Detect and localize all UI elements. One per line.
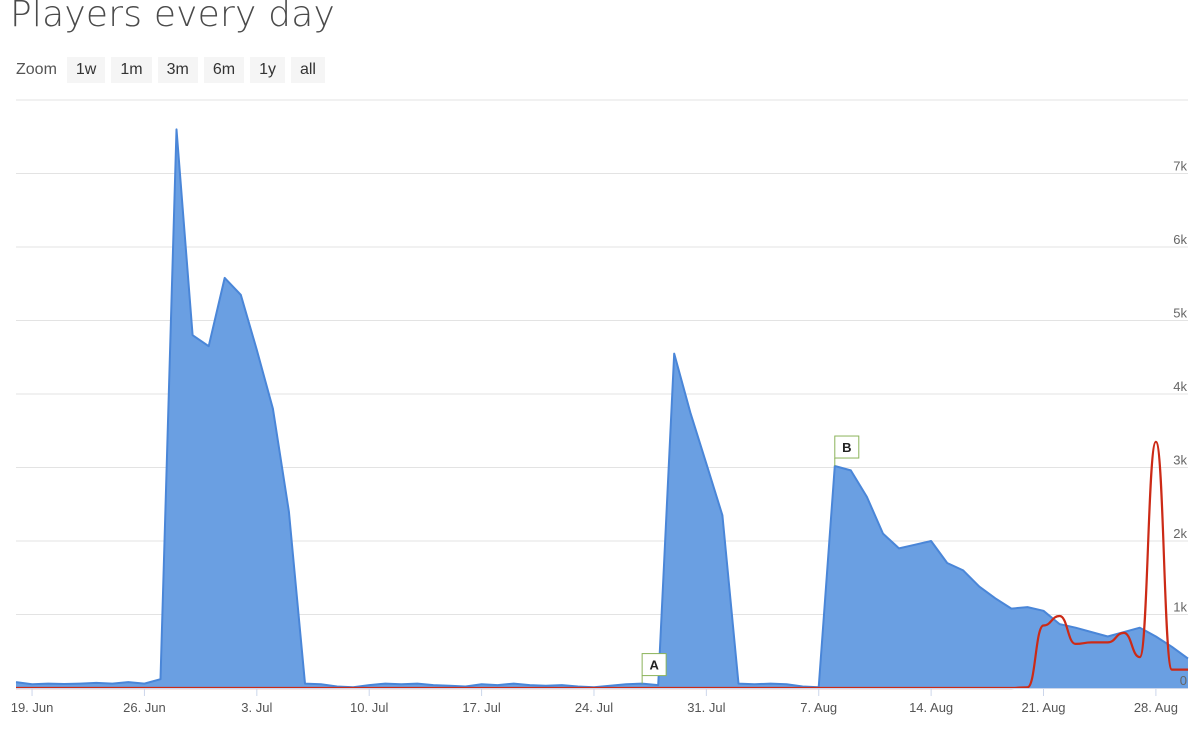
y-tick-label: 5k xyxy=(1173,306,1187,321)
series-area xyxy=(16,129,1188,688)
zoom-3m-button[interactable]: 3m xyxy=(157,57,198,83)
flag-label: B xyxy=(842,440,851,455)
y-tick-label: 1k xyxy=(1173,600,1187,615)
flag-markers: AB xyxy=(641,435,860,684)
x-tick-label: 19. Jun xyxy=(11,700,54,715)
series-line xyxy=(15,128,1189,689)
y-tick-label: 7k xyxy=(1173,159,1187,174)
y-tick-label: 0 xyxy=(1180,673,1187,688)
x-tick-label: 21. Aug xyxy=(1021,700,1065,715)
y-tick-label: 6k xyxy=(1173,232,1187,247)
x-axis: 19. Jun 26. Jun 3. Jul 10. Jul 17. Jul 24. Ju… xyxy=(11,688,1188,715)
zoom-toolbar: Zoom 1w 1m 3m 6m 1y all xyxy=(16,56,325,84)
zoom-1y-button[interactable]: 1y xyxy=(250,57,285,83)
x-tick-label: 31. Jul xyxy=(687,700,725,715)
zoom-all-button[interactable]: all xyxy=(290,57,325,83)
y-tick-label: 4k xyxy=(1173,379,1187,394)
zoom-label: Zoom xyxy=(16,61,57,78)
x-tick-label: 26. Jun xyxy=(123,700,166,715)
page-title: Players every day xyxy=(10,0,335,35)
y-axis: 0 1k 2k 3k 4k 5k 6k 7k xyxy=(1173,159,1187,689)
x-tick-label: 10. Jul xyxy=(350,700,388,715)
x-tick-label: 17. Jul xyxy=(462,700,500,715)
flag-box xyxy=(834,435,860,459)
flag-label: A xyxy=(649,658,659,673)
zoom-1w-button[interactable]: 1w xyxy=(66,57,106,83)
series-layer xyxy=(15,128,1189,690)
flag-box xyxy=(641,653,667,677)
x-tick-label: 28. Aug xyxy=(1134,700,1178,715)
x-tick-label: 14. Aug xyxy=(909,700,953,715)
zoom-1m-button[interactable]: 1m xyxy=(111,57,152,83)
zoom-6m-button[interactable]: 6m xyxy=(203,57,245,83)
y-tick-label: 2k xyxy=(1173,526,1187,541)
y-tick-label: 3k xyxy=(1173,453,1187,468)
x-tick-label: 24. Jul xyxy=(575,700,613,715)
x-tick-label: 7. Aug xyxy=(800,700,837,715)
x-tick-label: 3. Jul xyxy=(241,700,272,715)
